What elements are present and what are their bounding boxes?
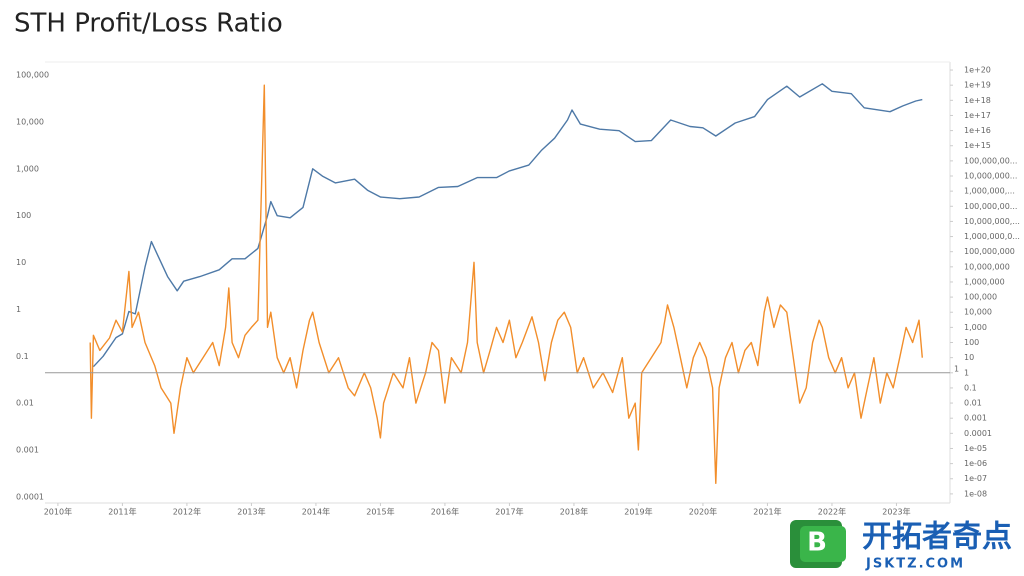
y-tick-label: 1,000	[16, 164, 39, 173]
x-tick-label: 2019年	[624, 507, 652, 517]
y2-tick-label: 1e+15	[964, 141, 991, 150]
y2-tick-label: 1,000,000,...	[964, 187, 1015, 196]
watermark-text: 开拓者奇点	[862, 520, 1012, 555]
y2-tick-label: 100,000,00...	[964, 156, 1017, 165]
y2-tick-label: 1,000,000	[964, 277, 1005, 286]
y2-tick-label: 0.1	[964, 383, 977, 392]
y-tick-label: 0.1	[16, 352, 29, 361]
y-tick-label: 10	[16, 258, 26, 267]
y-tick-label: 0.0001	[16, 492, 44, 501]
watermark-url: JSKTZ.COM	[865, 557, 965, 572]
y2-tick-label: 1,000	[964, 323, 987, 332]
y2-tick-label: 1	[964, 368, 969, 377]
series-line	[92, 83, 923, 368]
y-tick-label: 100	[16, 211, 31, 220]
y-tick-label: 100,000	[16, 71, 49, 80]
y2-tick-label: 100,000,000	[964, 247, 1015, 256]
watermark-letter: B	[807, 528, 827, 558]
y2-tick-label: 1e+18	[964, 96, 991, 105]
y2-tick-label: 1,000,000,0...	[964, 232, 1020, 241]
y-tick-label: 0.01	[16, 399, 34, 408]
x-tick-label: 2010年	[44, 507, 72, 517]
y2-tick-label: 10,000,000	[964, 262, 1010, 271]
y2-tick-label: 10,000,000,...	[964, 217, 1020, 226]
x-tick-label: 2015年	[366, 507, 394, 517]
y2-tick-label: 100	[964, 338, 979, 347]
y2-tick-label: 1e+19	[964, 81, 991, 90]
y2-tick-label: 1e+16	[964, 126, 991, 135]
y2-tick-label: 0.001	[964, 414, 987, 423]
y-tick-label: 10,000	[16, 117, 44, 126]
x-tick-label: 2018年	[560, 507, 588, 517]
x-tick-label: 2013年	[237, 507, 265, 517]
x-tick-label: 2023年	[882, 507, 910, 517]
y2-tick-label: 1e+17	[964, 111, 991, 120]
series-line	[89, 84, 923, 484]
y-tick-label: 1	[16, 305, 21, 314]
y2-tick-label: 1e-06	[964, 459, 987, 468]
y2-tick-label: 1e-07	[964, 474, 987, 483]
x-tick-label: 2012年	[173, 507, 201, 517]
x-tick-label: 2016年	[431, 507, 459, 517]
y-tick-label: 0.001	[16, 446, 39, 455]
x-tick-label: 2017年	[495, 507, 523, 517]
y2-tick-label: 1e-05	[964, 444, 987, 453]
y2-tick-label: 10	[964, 353, 974, 362]
y2-tick-label: 0.0001	[964, 429, 992, 438]
reference-label: 1	[954, 364, 959, 373]
y2-tick-label: 1e-08	[964, 489, 987, 498]
y2-tick-label: 10,000,000...	[964, 172, 1017, 181]
watermark: B 开拓者奇点 JSKTZ.COM	[790, 520, 1012, 572]
y2-tick-label: 100,000	[964, 293, 997, 302]
x-tick-label: 2020年	[689, 507, 717, 517]
x-tick-label: 2021年	[753, 507, 781, 517]
y2-tick-label: 0.01	[964, 399, 982, 408]
y2-tick-label: 10,000	[964, 308, 992, 317]
chart-title: STH Profit/Loss Ratio	[14, 9, 283, 39]
x-tick-label: 2022年	[818, 507, 846, 517]
watermark-icon	[800, 526, 846, 562]
y2-tick-label: 1e+20	[964, 66, 991, 75]
y2-tick-label: 100,000,00...	[964, 202, 1017, 211]
x-tick-label: 2011年	[108, 507, 136, 517]
x-tick-label: 2014年	[302, 507, 330, 517]
